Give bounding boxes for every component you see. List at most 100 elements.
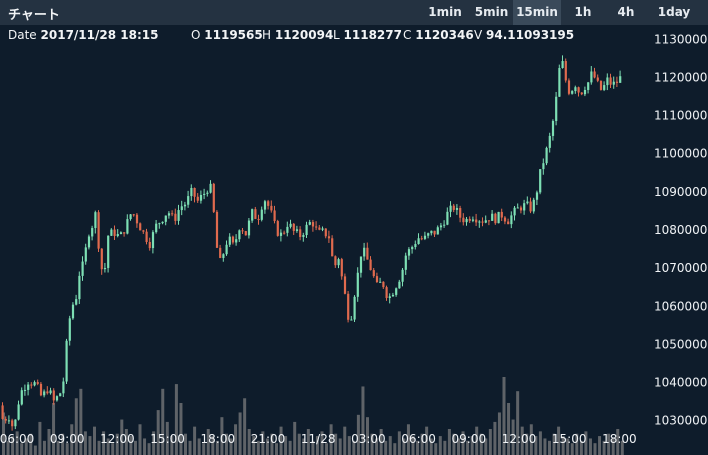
timeframe-1day[interactable]: 1day (657, 5, 691, 19)
volume-bar (165, 421, 169, 455)
candle-up (414, 244, 417, 248)
candle-up (59, 393, 62, 397)
candle-up (491, 213, 494, 221)
volume-bar (525, 433, 529, 455)
timeframe-1h[interactable]: 1h (574, 5, 592, 19)
x-tick-label: 15:00 (552, 432, 587, 446)
candle-up (539, 169, 542, 193)
volume-bar (161, 388, 165, 455)
volume-bar (425, 426, 429, 455)
volume-bar (115, 433, 119, 455)
candle-up (251, 209, 254, 221)
candle-up (423, 235, 427, 239)
candle-down (132, 214, 135, 216)
volume-bar (579, 440, 583, 455)
candle-up (551, 121, 555, 136)
candle-down (327, 236, 331, 239)
volume-bar (334, 433, 338, 455)
timeframe-5min[interactable]: 5min (474, 5, 509, 19)
candle-up (43, 391, 46, 396)
candle-up (395, 288, 398, 295)
date-label: Date (8, 28, 37, 42)
x-axis: 06:00 09:00 12:00 15:00 18:00 21:00 11/28 03:00… (0, 432, 637, 446)
candle-up (436, 227, 439, 235)
candle-up (391, 294, 395, 297)
candle-down (171, 213, 174, 215)
volume-bar (393, 443, 397, 455)
candle-up (235, 239, 238, 243)
volume-bar (438, 436, 442, 455)
candle-up (286, 226, 289, 233)
candle-up (404, 255, 407, 270)
volume-bar (120, 419, 124, 455)
x-tick-label: 18:00 (201, 432, 236, 446)
volume-bar (106, 438, 110, 455)
candle-up (612, 81, 615, 85)
candle-up (222, 254, 225, 258)
candle-up (183, 204, 187, 207)
candle-down (382, 281, 385, 288)
candle-down (257, 218, 260, 220)
timeframe-4h[interactable]: 4h (617, 5, 635, 19)
candle-down (11, 420, 14, 427)
candle-up (465, 218, 468, 223)
volume-bar (52, 403, 56, 455)
candle-up (407, 249, 411, 256)
volume-bar (138, 424, 142, 455)
volume-bar (434, 443, 438, 455)
volume-bar (402, 438, 406, 455)
volume-bar (156, 410, 160, 455)
candle-up (427, 233, 430, 236)
volume-bar (70, 424, 74, 455)
candle-up (295, 229, 299, 231)
volume-bar (584, 431, 588, 455)
candle-down (577, 87, 580, 93)
candle-up (439, 225, 443, 228)
candle-down (231, 236, 235, 243)
candle-up (103, 267, 107, 270)
volume-bar (184, 433, 187, 455)
candle-up (561, 61, 564, 69)
candle-up (180, 206, 183, 211)
y-tick-label: 1030000 (654, 414, 707, 428)
candle-down (340, 259, 343, 277)
candle-up (574, 87, 577, 92)
candle-up (84, 247, 87, 262)
candle-down (459, 208, 462, 218)
candle-up (398, 281, 401, 289)
volume-bar (593, 443, 597, 455)
x-tick-label: 12:00 (100, 432, 135, 446)
volume-bar (11, 436, 15, 455)
candle-up (209, 183, 212, 193)
x-tick-label: 06:00 (401, 432, 436, 446)
volume-bar (197, 438, 201, 455)
candle-up (71, 304, 75, 319)
volume-bar (229, 438, 233, 455)
volume-bar (275, 443, 278, 455)
chart-title: チャート (8, 8, 60, 23)
candle-down (30, 384, 33, 386)
candle-up (516, 207, 519, 209)
candle-down (97, 212, 100, 249)
candle-up (110, 229, 113, 236)
timeframe-15min[interactable]: 15min (513, 0, 561, 25)
candle-down (123, 232, 126, 234)
volume-bar (243, 398, 247, 455)
volume-bar (325, 443, 329, 455)
volume-bar (293, 421, 297, 455)
volume-bar (620, 440, 624, 455)
candle-up (571, 91, 574, 94)
candle-up (388, 296, 391, 298)
volume-bar (520, 426, 524, 455)
candle-up (513, 207, 516, 216)
x-tick-label: 11/28 (301, 432, 336, 446)
volume-bar (79, 388, 83, 455)
candle-down (347, 293, 350, 320)
volume-bar (420, 433, 424, 455)
timeframe-1min[interactable]: 1min (428, 5, 462, 19)
candle-up (190, 187, 193, 197)
volume-label: V (474, 28, 483, 42)
candle-down (529, 201, 532, 212)
volume-bar (124, 429, 128, 455)
